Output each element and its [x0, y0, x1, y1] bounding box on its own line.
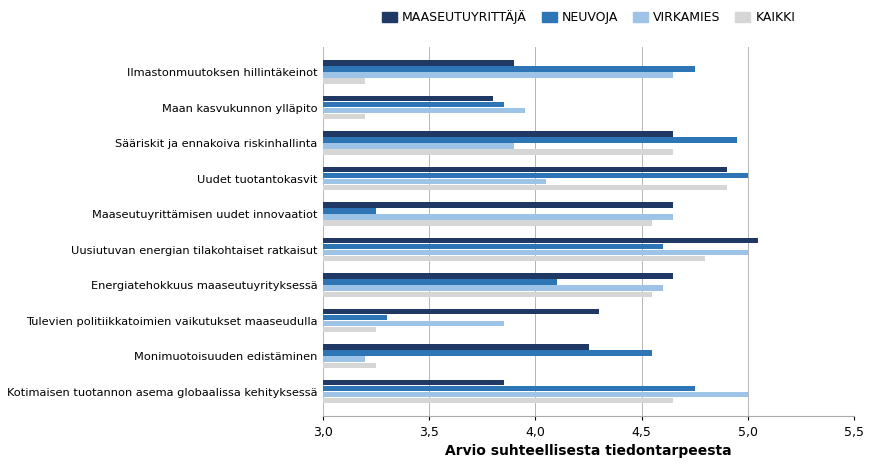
Bar	[323, 398, 673, 403]
Bar	[323, 108, 525, 113]
Bar	[323, 380, 503, 385]
Bar	[323, 273, 673, 279]
Bar	[323, 357, 366, 362]
Bar	[323, 173, 748, 178]
Bar	[323, 179, 546, 184]
Bar	[323, 309, 599, 314]
Bar	[323, 238, 759, 243]
Bar	[323, 286, 663, 291]
Bar	[323, 66, 695, 72]
Bar	[323, 351, 652, 356]
Bar	[323, 256, 706, 261]
Bar	[323, 345, 589, 350]
Bar	[323, 250, 748, 255]
Bar	[323, 149, 673, 155]
Bar	[323, 114, 366, 120]
Bar	[323, 102, 503, 107]
Bar	[323, 363, 376, 368]
Bar	[323, 73, 673, 78]
Bar	[323, 244, 663, 249]
Bar	[323, 279, 557, 285]
Legend: MAASEUTUYRITTÄJÄ, NEUVOJA, VIRKAMIES, KAIKKI: MAASEUTUYRITTÄJÄ, NEUVOJA, VIRKAMIES, KA…	[377, 6, 800, 29]
Bar	[323, 132, 673, 137]
Bar	[323, 214, 673, 220]
X-axis label: Arvio suhteellisesta tiedontarpeesta: Arvio suhteellisesta tiedontarpeesta	[445, 444, 732, 458]
Bar	[323, 392, 748, 397]
Bar	[323, 321, 503, 326]
Bar	[323, 292, 652, 297]
Bar	[323, 202, 673, 208]
Bar	[323, 60, 514, 66]
Bar	[323, 96, 493, 101]
Bar	[323, 386, 695, 391]
Bar	[323, 138, 737, 143]
Bar	[323, 79, 366, 84]
Bar	[323, 327, 376, 332]
Bar	[323, 144, 514, 149]
Bar	[323, 315, 387, 320]
Bar	[323, 208, 376, 214]
Bar	[323, 167, 726, 172]
Bar	[323, 220, 652, 226]
Bar	[323, 185, 726, 190]
